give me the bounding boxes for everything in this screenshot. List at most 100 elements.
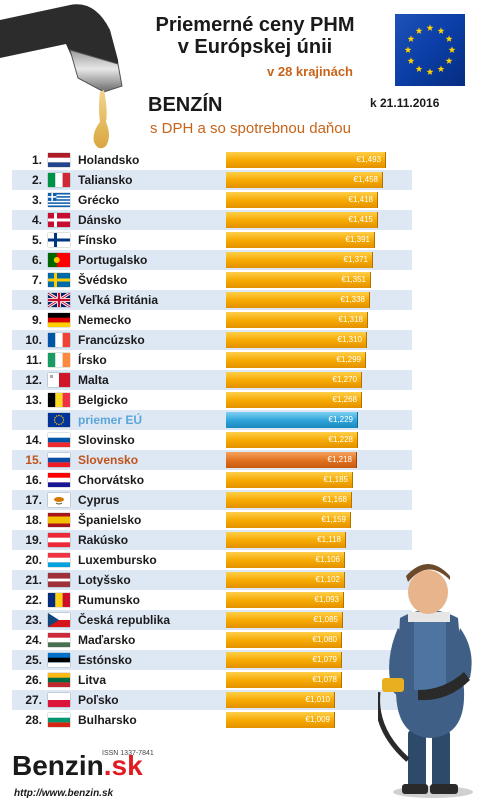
- rank-label: 25.: [25, 653, 42, 667]
- table-row: 25. Estónsko €1,079: [12, 650, 412, 670]
- table-row: 1. Holandsko €1,493: [12, 150, 412, 170]
- eu-star-icon: [415, 65, 423, 72]
- table-row: 3. Grécko €1,418: [12, 190, 412, 210]
- flag-lt-icon: [48, 673, 70, 687]
- flag-se-icon: [48, 273, 70, 287]
- flag-pt-icon: [48, 253, 70, 267]
- price-bar: €1,078: [226, 672, 342, 688]
- price-value-label: €1,102: [315, 575, 340, 584]
- price-value-label: €1,338: [340, 295, 365, 304]
- price-value-label: €1,168: [322, 495, 347, 504]
- price-value-label: €1,079: [312, 655, 337, 664]
- table-row: 10. Francúzsko €1,310: [12, 330, 412, 350]
- price-value-label: €1,270: [332, 375, 357, 384]
- eu-star-icon: [426, 68, 434, 75]
- brand-tld: .sk: [103, 750, 143, 781]
- rank-label: 7.: [31, 273, 42, 287]
- website-url: http://www.benzin.sk: [14, 788, 114, 799]
- eu-average-row: priemer EÚ €1,229: [12, 410, 412, 430]
- rank-label: 17.: [25, 493, 42, 507]
- price-value-label: €1,371: [343, 255, 368, 264]
- price-bar: €1,310: [226, 332, 367, 348]
- price-value-label: €1,118: [317, 535, 341, 544]
- table-row: 15. Slovensko €1,218: [12, 450, 412, 470]
- flag-eu-icon: [48, 413, 70, 427]
- flag-gr-icon: [48, 193, 70, 207]
- fuel-worker-illustration: [378, 564, 473, 798]
- fuel-nozzle-illustration: [0, 4, 123, 149]
- price-bar: €1,493: [226, 152, 386, 168]
- country-label: Česká republika: [78, 613, 171, 627]
- price-bar: €1,106: [226, 552, 345, 568]
- price-bar: €1,318: [226, 312, 368, 328]
- flag-hr-icon: [48, 473, 70, 487]
- flag-at-icon: [48, 533, 70, 547]
- brand-logo: Benzin.sk: [12, 750, 143, 782]
- flag-si-icon: [48, 433, 70, 447]
- eu-star-icon: [445, 35, 453, 42]
- rank-label: 9.: [31, 313, 42, 327]
- country-label: Nemecko: [78, 313, 132, 327]
- country-label: Írsko: [78, 353, 107, 367]
- table-row: 9. Nemecko €1,318: [12, 310, 412, 330]
- price-bar: €1,371: [226, 252, 373, 268]
- flag-es-icon: [48, 513, 70, 527]
- flag-ro-icon: [48, 593, 70, 607]
- flag-cz-icon: [48, 613, 70, 627]
- flag-sk-icon: [48, 453, 70, 467]
- price-value-label: €1,185: [323, 475, 348, 484]
- flag-bg-icon: [48, 713, 70, 727]
- rank-label: 2.: [31, 173, 42, 187]
- flag-nl-icon: [48, 153, 70, 167]
- country-label: Dánsko: [78, 213, 122, 227]
- table-row: 8. Veľká Británia €1,338: [12, 290, 412, 310]
- country-label: priemer EÚ: [78, 413, 143, 427]
- rank-label: 1.: [31, 153, 42, 167]
- price-bar: €1,093: [226, 592, 344, 608]
- price-bar: €1,229: [226, 412, 358, 428]
- title-line-1: Priemerné ceny PHM: [155, 14, 355, 36]
- page-title: Priemerné ceny PHM v Európskej únii: [120, 14, 390, 58]
- flag-ee-icon: [48, 653, 70, 667]
- rank-label: 18.: [25, 513, 42, 527]
- country-label: Maďarsko: [78, 633, 136, 647]
- price-value-label: €1,078: [312, 675, 337, 684]
- eu-star-icon: [404, 46, 412, 53]
- table-row: 17. Cyprus €1,168: [12, 490, 412, 510]
- price-value-label: €1,299: [336, 355, 361, 364]
- price-value-label: €1,318: [338, 315, 363, 324]
- price-bar: €1,228: [226, 432, 358, 448]
- eu-star-icon: [407, 57, 415, 64]
- rank-label: 14.: [25, 433, 42, 447]
- price-value-label: €1,009: [305, 715, 330, 724]
- table-row: 20. Luxembursko €1,106: [12, 550, 412, 570]
- table-row: 21. Lotyšsko €1,102: [12, 570, 412, 590]
- price-value-label: €1,418: [348, 195, 373, 204]
- price-bar: €1,102: [226, 572, 345, 588]
- price-value-label: €1,010: [305, 695, 330, 704]
- rank-label: 19.: [25, 533, 42, 547]
- rank-label: 5.: [31, 233, 42, 247]
- price-value-label: €1,093: [314, 595, 339, 604]
- country-label: Taliansko: [78, 173, 133, 187]
- rank-label: 22.: [25, 593, 42, 607]
- rank-label: 4.: [31, 213, 42, 227]
- flag-dk-icon: [48, 213, 70, 227]
- country-label: Cyprus: [78, 493, 120, 507]
- eu-star-icon: [407, 35, 415, 42]
- price-value-label: €1,080: [312, 635, 337, 644]
- country-label: Belgicko: [78, 393, 129, 407]
- brand-main: Benzin: [12, 750, 104, 781]
- flag-be-icon: [48, 393, 70, 407]
- eu-flag-icon: [395, 14, 465, 86]
- rank-label: 24.: [25, 633, 42, 647]
- flag-gb-icon: [48, 293, 70, 307]
- rank-label: 15.: [25, 453, 42, 467]
- country-label: Chorvátsko: [78, 473, 145, 487]
- eu-star-icon: [445, 57, 453, 64]
- table-row: 6. Portugalsko €1,371: [12, 250, 412, 270]
- price-value-label: €1,391: [345, 235, 370, 244]
- price-bar: €1,418: [226, 192, 378, 208]
- price-bar: €1,270: [226, 372, 362, 388]
